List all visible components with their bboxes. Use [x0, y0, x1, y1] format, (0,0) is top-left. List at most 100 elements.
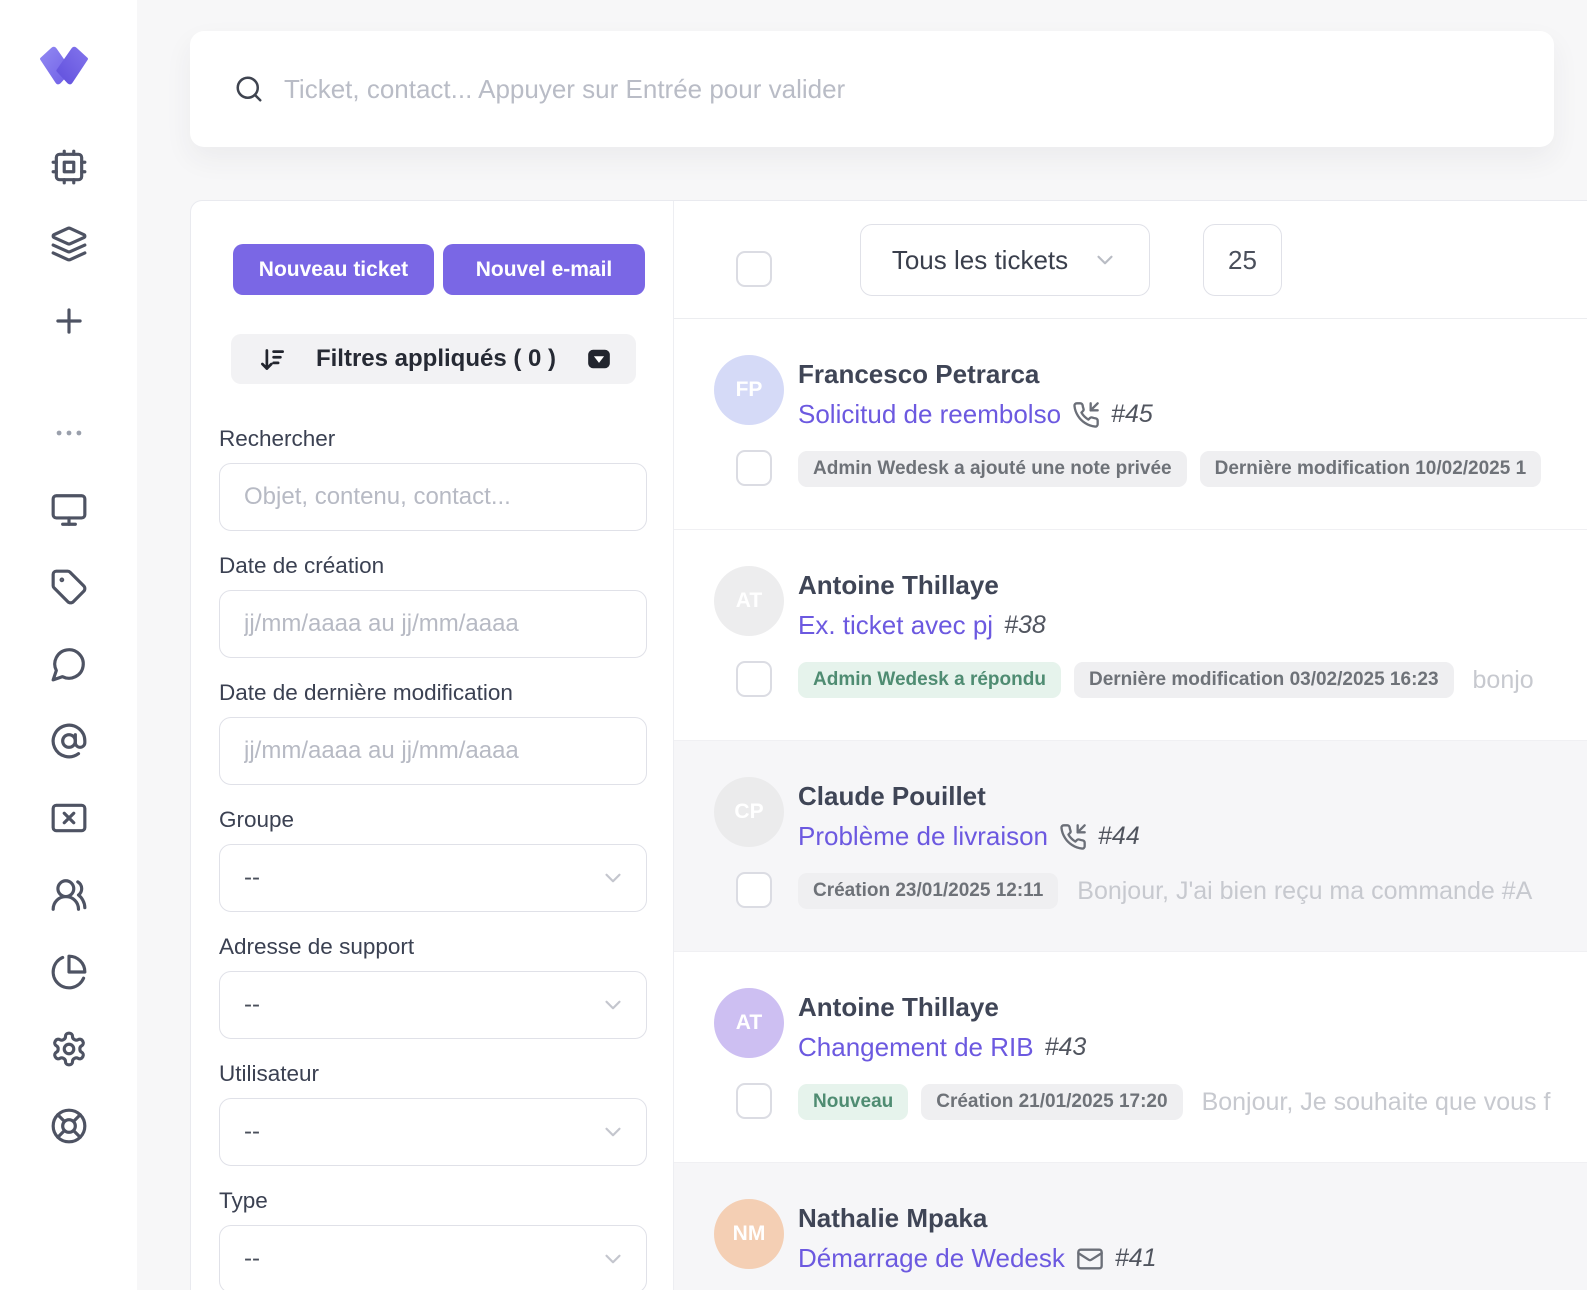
ticket-number: #41	[1114, 1244, 1157, 1272]
filter-field-select[interactable]: --	[219, 844, 647, 912]
avatar: NM	[714, 1199, 784, 1269]
ticket-subject-link[interactable]: Solicitud de reembolso	[798, 399, 1062, 429]
sort-icon	[259, 346, 286, 373]
chevron-down-icon	[1092, 247, 1118, 273]
ticket-filter-dropdown[interactable]: Tous les tickets	[860, 224, 1150, 296]
filter-field-label: Adresse de support	[219, 934, 415, 959]
filter-field: Adresse de support --	[219, 934, 647, 1039]
status-badge: Admin Wedesk a répondu	[798, 662, 1061, 698]
ticket-badges: Nouveau Création 21/01/2025 17:20 Bonjour,…	[798, 1083, 1587, 1121]
icon-sidebar	[0, 0, 137, 1290]
avatar-initials: NM	[732, 1222, 766, 1245]
ticket-subject-link[interactable]: Changement de RIB	[798, 1032, 1034, 1062]
ticket-checkbox[interactable]	[736, 661, 772, 697]
filter-field-select-value: --	[244, 1118, 260, 1145]
ticket-subject-link[interactable]: Démarrage de Wedesk	[798, 1243, 1065, 1273]
at-sign-icon	[50, 722, 88, 760]
status-badge: Dernière modification 10/02/2025 1	[1199, 451, 1542, 487]
sidebar-nav	[0, 147, 137, 1146]
filter-field-select[interactable]: --	[219, 1098, 647, 1166]
filter-field-label: Rechercher	[219, 426, 336, 451]
cpu-icon	[50, 148, 88, 186]
sidebar-item-ellipsis[interactable]	[49, 413, 89, 453]
ticket-subject-link[interactable]: Problème de livraison	[798, 821, 1049, 851]
filter-field-input[interactable]	[219, 463, 647, 531]
sidebar-item-cancel-box[interactable]	[49, 798, 89, 838]
ticket-row-44[interactable]: CP Claude Pouillet Problème de livraison…	[674, 741, 1587, 952]
filter-field: Date de dernière modification	[219, 680, 647, 785]
message-preview: Bonjour, Je souhaite que vous f	[1201, 1087, 1551, 1116]
filter-field: Type --	[219, 1188, 647, 1290]
ticket-checkbox[interactable]	[736, 450, 772, 486]
avatar-initials: CP	[734, 800, 764, 823]
chevron-down-icon	[600, 865, 626, 891]
new-ticket-button[interactable]: Nouveau ticket	[233, 244, 434, 295]
ticket-row-41[interactable]: NM Nathalie Mpaka Démarrage de Wedesk #4…	[674, 1163, 1587, 1290]
sidebar-item-at-sign[interactable]	[49, 721, 89, 761]
sidebar-item-cpu[interactable]	[49, 147, 89, 187]
filter-field: Utilisateur --	[219, 1061, 647, 1166]
status-badge: Nouveau	[798, 1084, 909, 1120]
chevron-down-icon	[600, 1119, 626, 1145]
ellipsis-icon	[52, 416, 86, 450]
status-badge: Admin Wedesk a ajouté une note privée	[798, 451, 1187, 487]
ticket-badges: Admin Wedesk a répondu Dernière modificat…	[798, 661, 1587, 699]
ticket-filter-value: Tous les tickets	[891, 244, 1069, 275]
ticket-row-45[interactable]: FP Francesco Petrarca Solicitud de reemb…	[674, 319, 1587, 530]
global-search-bar	[190, 31, 1554, 147]
sidebar-item-users[interactable]	[49, 875, 89, 915]
sidebar-item-pie-chart[interactable]	[49, 952, 89, 992]
sidebar-item-layers[interactable]	[49, 224, 89, 264]
phone-incoming-icon	[1072, 401, 1100, 429]
ticket-number: #38	[1004, 611, 1046, 639]
sidebar-item-chat[interactable]	[49, 644, 89, 684]
avatar: CP	[714, 777, 784, 847]
sidebar-item-tag[interactable]	[49, 567, 89, 607]
ticket-row-38[interactable]: AT Antoine Thillaye Ex. ticket avec pj #…	[674, 530, 1587, 741]
ticket-subject-link[interactable]: Ex. ticket avec pj	[798, 610, 994, 640]
layers-icon	[50, 225, 88, 263]
plus-icon	[50, 302, 88, 340]
sidebar-item-monitor[interactable]	[49, 490, 89, 530]
ticket-list-header: Tous les tickets 25	[674, 201, 1587, 319]
applied-filters-toggle[interactable]: Filtres appliqués ( 0 )	[231, 334, 636, 384]
sidebar-item-settings[interactable]	[49, 1029, 89, 1069]
contact-name: Nathalie Mpaka	[798, 1203, 988, 1233]
cancel-box-icon	[50, 799, 88, 837]
filter-field-select[interactable]: --	[219, 971, 647, 1039]
ticket-checkbox[interactable]	[736, 1083, 772, 1119]
avatar: FP	[714, 355, 784, 425]
filter-field: Groupe --	[219, 807, 647, 912]
sidebar-item-plus[interactable]	[49, 301, 89, 341]
status-badge: Dernière modification 03/02/2025 16:23	[1073, 662, 1454, 698]
per-page-input[interactable]: 25	[1203, 224, 1282, 296]
filter-field-input[interactable]	[219, 717, 647, 785]
chat-icon	[50, 645, 88, 683]
sidebar-item-life-buoy[interactable]	[49, 1106, 89, 1146]
filter-field-label: Type	[219, 1188, 268, 1213]
mail-icon	[1076, 1245, 1104, 1273]
select-all-checkbox[interactable]	[736, 251, 772, 287]
avatar-initials: FP	[735, 378, 763, 401]
phone-incoming-icon	[1059, 823, 1087, 851]
wedesk-logo[interactable]	[35, 42, 93, 92]
ticket-list: Tous les tickets 25 FP Francesco Petrarc…	[674, 201, 1587, 1290]
filter-fields: Rechercher Date de création Date de dern…	[219, 426, 647, 1290]
filter-field-input[interactable]	[219, 590, 647, 658]
users-icon	[50, 876, 88, 914]
ticket-row-43[interactable]: AT Antoine Thillaye Changement de RIB #4…	[674, 952, 1587, 1163]
new-email-button[interactable]: Nouvel e-mail	[443, 244, 645, 295]
avatar: AT	[714, 566, 784, 636]
applied-filters-label: Filtres appliqués ( 0 )	[315, 345, 557, 372]
ticket-checkbox[interactable]	[736, 872, 772, 908]
filter-field-select[interactable]: --	[219, 1225, 647, 1290]
contact-name: Francesco Petrarca	[798, 359, 1040, 389]
message-preview: bonjo	[1472, 665, 1534, 694]
content-card: Nouveau ticket Nouvel e-mail Filtres app…	[190, 200, 1587, 1290]
avatar-initials: AT	[735, 589, 763, 612]
search-input[interactable]	[282, 72, 1524, 106]
ticket-number: #43	[1044, 1033, 1087, 1061]
life-buoy-icon	[50, 1107, 88, 1145]
caret-down-icon	[586, 346, 612, 372]
filter-field-label: Utilisateur	[219, 1061, 320, 1086]
